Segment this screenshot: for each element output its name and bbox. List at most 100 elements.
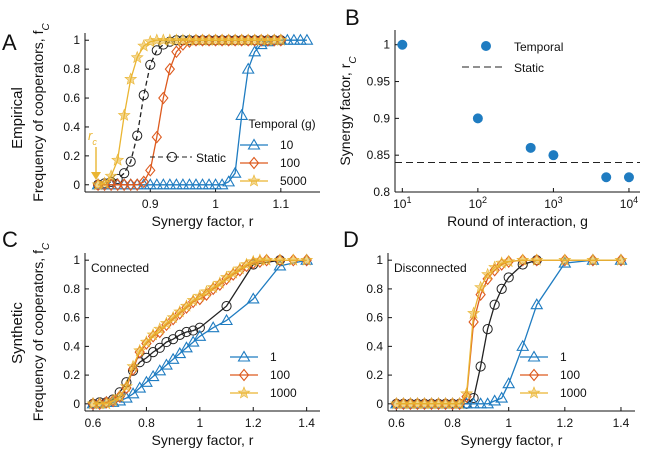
panel-d-xtick-label-2: 1 [505,416,512,430]
panel-d-point [467,397,481,409]
panel-d-xtick-label-4: 1.4 [613,416,630,430]
panel-c-legend-marker [237,386,251,399]
panel-d-ytick-label-5: 1 [376,253,383,267]
panel-a-point [119,168,130,179]
panel-c-point [161,336,172,348]
panel-b-legend-static: Static [514,61,544,75]
panel-c-point [201,288,212,302]
panel-b-letter: B [345,5,360,30]
panel-c-xtick-label-4: 1.4 [298,416,315,430]
panel-d-ytick-label-4: 0.8 [366,282,383,296]
panel-c-xlabel: Synergy factor, r [152,432,254,448]
panel-d-legend-label-100: 100 [560,368,580,382]
panel-c-point [188,325,199,336]
panel-a-point [287,33,301,45]
panel-c-ytick-label-2: 0.4 [63,339,80,353]
panel-a-xtick-label-0: 0.9 [142,197,159,211]
panel-c-point [221,301,232,312]
panel-b-xtick-label-2: 103 [544,195,562,211]
panel-c-letter: C [2,227,18,252]
panel-d-xlabel: Synergy factor, r [461,432,563,448]
panel-d-xtick-label-3: 1.2 [556,416,573,430]
panel-a-point [158,91,169,105]
panel-d-ytick-label-3: 0.6 [366,311,383,325]
panel-a-point [300,33,314,45]
panel-d-xtick-label-0: 0.6 [388,416,405,430]
panel-c-line-static [92,259,281,405]
panel-a-point [143,178,157,190]
panel-a-xlabel: Synergy factor, r [152,213,254,229]
panel-d-point [495,391,509,403]
panel-d-point [502,377,516,389]
panel-b-legend-dot [481,41,491,51]
panel-b-xtick-label-3: 104 [620,195,638,211]
panel-d-point [474,280,488,293]
panel-c-legend-label-1000: 1000 [270,386,297,400]
panel-d-letter: D [343,227,359,252]
panel-c-point [193,329,207,341]
panel-c-point [186,335,200,347]
panel-d-point [530,298,544,310]
panel-a-markers-100 [92,33,287,192]
panel-c-point [220,313,233,326]
panel-b-point [623,172,634,183]
panel-a-markers-5000 [91,33,288,191]
panel-a-legend-title: Temporal (g) [248,117,315,131]
panel-d-point [461,390,472,404]
panel-a-plot: 0.9 1 1.1 0 0.2 0.4 0.6 0.8 1 Synergy factor, r Te… [63,33,320,229]
panel-d-point [558,253,572,266]
panel-c-point [139,375,153,387]
panel-d-legend-marker [527,386,541,399]
panel-b-point [397,39,408,50]
panel-a-point [222,175,236,187]
panel-b-xlabel: Round of interaction, g [447,213,588,229]
panel-d-point [475,288,486,302]
panel-c-ytick-label-1: 0.2 [63,368,80,382]
panel-c-point [139,335,153,348]
panel-c-legend-label-1: 1 [270,350,277,364]
panel-a-legend-label-100: 100 [280,156,300,170]
panel-a-static-label: Static [196,151,226,165]
panel-a-xtick-label-2: 1.1 [272,197,289,211]
panel-a-legend-label-10: 10 [280,138,294,152]
panel-d-legend-marker [528,368,540,382]
panel-c-xtick-label-2: 1 [196,416,203,430]
panel-a-markers-static [92,35,286,190]
panel-a-legend-marker [247,138,261,150]
panel-d-point [453,396,467,410]
panel-c-point [173,346,187,359]
panel-a-point [138,175,149,189]
panel-d-point [482,324,493,335]
panel-a-point [182,178,196,190]
panel-c-xtick-label-3: 1.2 [245,416,262,430]
panel-d-ytick-label-0: 0 [376,397,383,411]
panel-a-ytick-label-2: 0.4 [63,120,80,134]
panel-a-point [215,178,229,190]
panel-c-point [126,387,140,399]
panel-a-point [150,178,164,190]
panel-c-point [194,322,205,333]
panel-c-point [300,253,314,266]
panel-d-point [496,283,507,295]
panel-b-legend-temporal: Temporal [514,40,563,54]
panel-a-point [209,178,223,190]
panel-a-point [117,108,131,121]
panel-a-point [293,33,307,45]
panel-d-markers-1000 [389,253,628,410]
panel-a-point [125,156,136,167]
panel-a-point [138,90,149,101]
panel-d-ytick-label-2: 0.4 [366,339,383,353]
panel-a-rc-label: rc [88,128,97,147]
panel-a-point [163,178,177,190]
panel-c-point [273,253,287,266]
panel-b-xtick-label-0: 101 [393,195,411,211]
panel-c-point [260,253,274,266]
panel-d-point [503,272,514,283]
panel-a-point [145,59,156,70]
panel-b-plot: 101 102 103 104 0.8 0.85 0.9 0.95 1 Round of inte… [367,30,640,229]
panel-a-ytick-label-1: 0.2 [63,149,80,163]
panel-d-xtick-label-1: 0.8 [444,416,461,430]
panel-c-ylabel: Frequency of cooperators, fC [30,242,52,421]
panel-d-point [516,339,530,351]
